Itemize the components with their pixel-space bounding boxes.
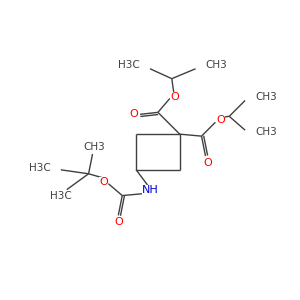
Text: H3C: H3C xyxy=(118,60,140,70)
Text: O: O xyxy=(216,115,225,125)
Text: CH3: CH3 xyxy=(255,92,277,101)
Text: CH3: CH3 xyxy=(206,60,227,70)
Text: O: O xyxy=(130,109,139,119)
Text: O: O xyxy=(170,92,179,101)
Text: O: O xyxy=(203,158,212,168)
Text: H3C: H3C xyxy=(50,190,72,201)
Text: NH: NH xyxy=(142,184,158,195)
Text: CH3: CH3 xyxy=(84,142,105,152)
Text: CH3: CH3 xyxy=(255,127,277,137)
Text: H3C: H3C xyxy=(29,163,51,173)
Text: O: O xyxy=(99,177,108,187)
Text: O: O xyxy=(114,217,123,227)
